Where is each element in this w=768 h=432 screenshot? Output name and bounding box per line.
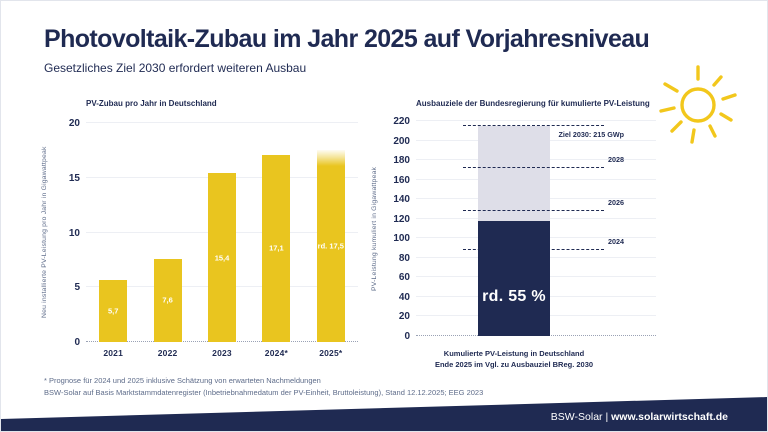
x-tick-label: 2022 — [157, 348, 178, 358]
target-line-128 — [463, 209, 604, 211]
x-axis-label-line2: Ende 2025 im Vgl. zu Ausbauziel BReg. 20… — [434, 359, 594, 369]
y-tick-label: 200 — [393, 135, 410, 147]
target-line-172 — [463, 166, 604, 168]
y-tick-label: 220 — [393, 116, 410, 127]
y-tick-label: 20 — [398, 311, 410, 323]
x-axis-label: Kumulierte PV-Leistung in Deutschland En… — [364, 349, 664, 371]
x-tick-label: 2024* — [264, 348, 288, 358]
y-tick-label: 80 — [398, 252, 410, 264]
annual-additions-chart: PV-Zubau pro Jahr in Deutschland Neu ins… — [41, 97, 371, 373]
footer-band: BSW-Solar | www.solarwirtschaft.de — [1, 397, 767, 431]
y-tick-label: 20 — [68, 118, 80, 129]
x-tick-label: 2025* — [319, 348, 343, 358]
plot-area: 0 5 10 15 20 5,7 2021 7,6 2022 15,4 2023 17,1 2024* r… — [69, 118, 358, 358]
bar-2023: 15,4 — [208, 173, 236, 342]
bar-2024*: 17,1 — [262, 154, 291, 342]
target-label-128: 2026 — [608, 197, 624, 207]
bar-value-label: 15,4 — [214, 253, 230, 263]
footer-brand: BSW-Solar — [550, 411, 603, 423]
bar-value-label: 17,1 — [269, 243, 284, 253]
chart-title: Ausbauziele der Bundesregierung für kumu… — [416, 99, 650, 108]
sun-rays — [659, 65, 737, 144]
y-tick-label: 160 — [393, 174, 410, 186]
page-subtitle: Gesetzliches Ziel 2030 erfordert weitere… — [44, 61, 307, 75]
y-tick-label: 15 — [68, 172, 80, 184]
segment-value-label: rd. 55 % — [482, 288, 546, 305]
bar-value-label: rd. 17,5 — [317, 241, 344, 251]
y-tick-label: 0 — [74, 337, 80, 348]
footer-url[interactable]: www.solarwirtschaft.de — [611, 411, 728, 423]
stack-segment-2 — [478, 125, 550, 221]
x-axis-label-line1: Kumulierte PV-Leistung in Deutschland — [443, 349, 585, 358]
page-title: Photovoltaik-Zubau im Jahr 2025 auf Vorj… — [44, 25, 650, 53]
bar-value-label: 7,6 — [162, 295, 173, 305]
bar-2022: 7,6 — [153, 258, 182, 342]
y-tick-label: 140 — [393, 194, 410, 206]
target-label-215: Ziel 2030: 215 GWp — [558, 129, 624, 139]
plot-area: 0 20 40 60 80 100 120 140 160 180 200 220 rd. 55 % Zi… — [393, 116, 656, 342]
footer-separator: | — [602, 411, 612, 423]
gridline — [416, 120, 656, 121]
y-tick-label: 40 — [398, 291, 410, 303]
stack-segment-1: rd. 55 % — [478, 220, 550, 336]
y-tick-label: 180 — [393, 155, 410, 167]
bar-value-label: 5,7 — [107, 306, 119, 316]
bar-2021: 5,7 — [99, 279, 128, 342]
y-tick-label: 120 — [393, 213, 410, 225]
bar-2025*: rd. 17,5 — [316, 150, 345, 342]
target-line-88 — [463, 249, 604, 250]
cumulative-target-chart: Ausbauziele der Bundesregierung für kumu… — [371, 97, 731, 373]
target-line-215 — [463, 124, 604, 126]
footer-text: BSW-Solar | www.solarwirtschaft.de — [551, 411, 728, 423]
x-tick-label: 2021 — [103, 348, 124, 358]
footnotes: * Prognose für 2024 und 2025 inklusive S… — [44, 375, 483, 399]
footnote-2: BSW-Solar auf Basis Marktstammdatenregis… — [44, 388, 484, 397]
chart-title: PV-Zubau pro Jahr in Deutschland — [86, 99, 217, 108]
target-label-88: 2024 — [608, 237, 624, 246]
bar-fade-overlay — [316, 150, 345, 167]
y-tick-label: 60 — [398, 272, 410, 284]
y-tick-label: 10 — [68, 227, 80, 239]
y-tick-label: 5 — [74, 282, 80, 294]
sun-icon — [659, 65, 737, 144]
target-label-172: 2028 — [608, 154, 624, 164]
y-axis-label: PV-Leistung kumuliert in Gigawattpeak — [371, 166, 378, 291]
y-tick-label: 0 — [404, 331, 410, 342]
gridline — [86, 122, 358, 123]
x-tick-label: 2023 — [212, 348, 232, 358]
y-tick-label: 100 — [393, 233, 410, 245]
footnote-1: * Prognose für 2024 und 2025 inklusive S… — [44, 376, 321, 385]
